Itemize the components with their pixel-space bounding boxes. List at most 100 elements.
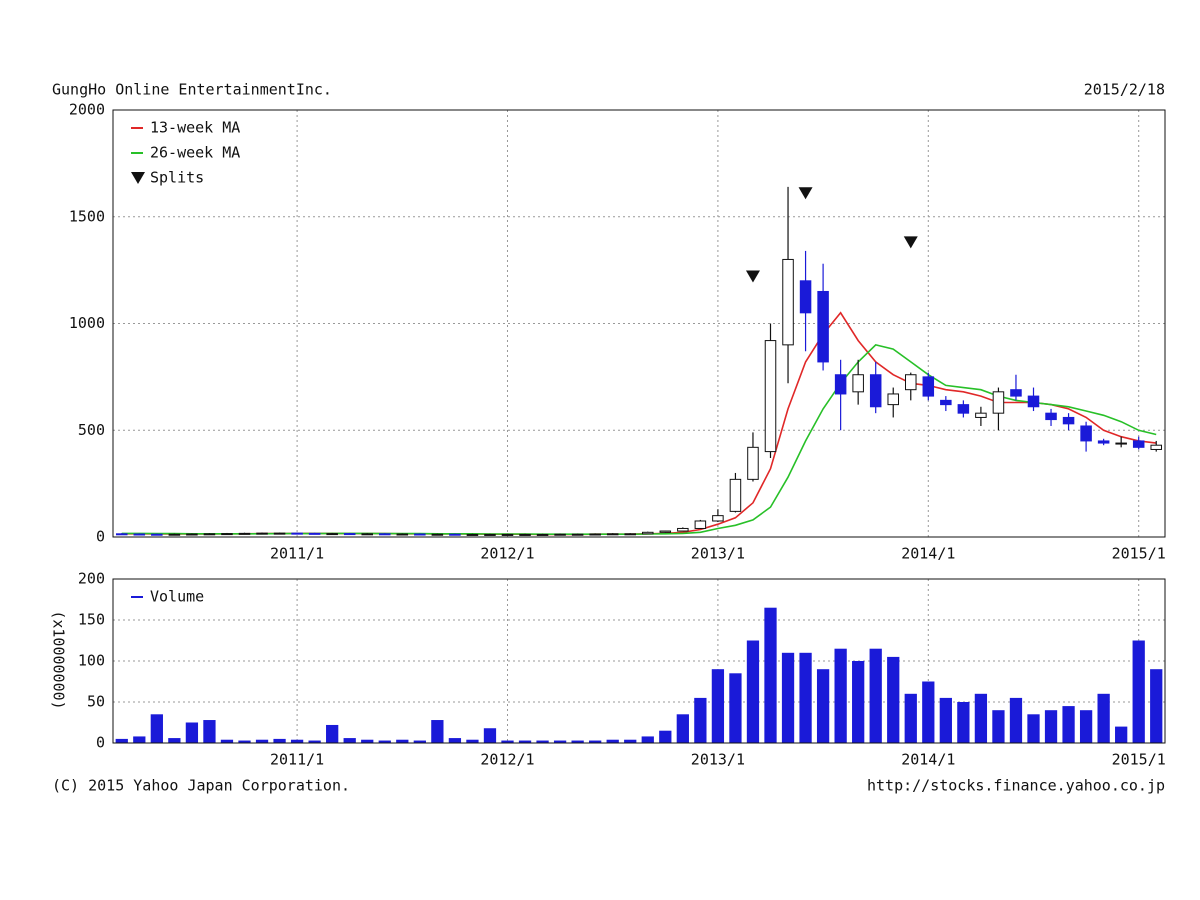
candle-body [116,533,128,536]
x-tick-label: 2013/1 [691,545,745,563]
volume-bar [799,652,812,743]
chart-title: GungHo Online EntertainmentInc. [52,81,332,99]
volume-bar [273,738,286,743]
candle-body [905,374,917,391]
volume-bar [326,724,339,743]
volume-bar [553,740,567,743]
candle-body [1027,395,1040,408]
x-tick-label: 2015/1 [1112,751,1166,769]
volume-bar [834,648,847,743]
candle-body [203,533,216,536]
volume-bar [781,652,795,743]
y-tick-label: 100 [78,652,105,670]
candle-body [729,478,742,512]
volume-bar [606,739,619,743]
plot-frame [112,578,1166,744]
candle-body [975,412,987,418]
volume-bar [764,607,777,743]
volume-bar [887,656,900,743]
volume-bar [483,728,497,743]
volume-bar [869,648,882,743]
volume-bar [378,740,391,743]
candle-body [168,533,181,536]
x-tick-label: 2011/1 [270,545,324,563]
volume-bar [536,740,549,743]
volume-bar [571,740,584,743]
volume-bar [1044,710,1058,743]
volume-bar [361,739,374,743]
candle-body [1150,444,1162,450]
candle-body [133,533,146,536]
volume-bar [992,710,1005,743]
candle-body [466,533,479,536]
candle-body [308,532,321,535]
source-url: http://stocks.finance.yahoo.co.jp [867,777,1165,795]
volume-bar [185,722,199,743]
volume-bar [308,740,321,743]
volume-bar [238,740,251,743]
copyright: (C) 2015 Yahoo Japan Corporation. [52,777,350,795]
volume-bar [220,739,234,743]
candle-body [677,527,689,532]
candle-body [151,533,163,536]
candle-body [361,533,373,536]
candle-body [957,404,970,414]
candle-body [1097,440,1110,444]
volume-bar [694,697,707,743]
y-tick-label: 0 [96,734,105,752]
split-marker [798,187,813,200]
candle-body [694,520,707,529]
candle-body [642,531,654,535]
volume-bar [641,736,654,743]
candle-body [414,533,426,536]
candle-body [589,533,601,536]
volume-bar [1115,726,1128,743]
volume-bar [501,740,514,743]
candle-body [554,533,566,536]
candle-body [256,532,268,535]
volume-bar [816,669,830,743]
candle-body [238,532,251,535]
ma-line [121,311,1157,536]
volume-bar [711,669,725,743]
y-tick-label: 50 [87,693,105,711]
legend-label: Splits [150,169,204,187]
candle-body [712,515,724,522]
candle-body [869,374,882,408]
candle-body [431,533,444,536]
x-tick-label: 2012/1 [480,545,534,563]
candle-body [1115,442,1127,445]
candle-body [817,290,829,363]
candle-body [992,391,1005,414]
legend-label: 13-week MA [150,119,240,137]
volume-bar [290,739,304,743]
candle-body [624,533,636,536]
candle-body [1045,412,1057,421]
candle-body [536,533,549,536]
volume-bar [1132,640,1145,743]
volume-bar [624,739,637,743]
volume-bar [904,693,917,743]
x-tick-label: 2015/1 [1112,545,1166,563]
y-tick-label: 200 [78,570,105,588]
y-tick-label: 2000 [69,101,105,119]
volume-bar [431,720,444,743]
volume-bar [133,736,146,743]
candle-body [1080,425,1092,442]
x-tick-label: 2012/1 [480,751,534,769]
volume-bar [974,693,988,743]
candle-body [834,374,847,395]
candle-body [922,376,935,397]
volume-bar [203,720,216,743]
volume-bar [396,739,409,743]
split-marker [745,270,760,283]
y-tick-label: 500 [78,421,105,439]
volume-bar [922,681,935,743]
candle-body [1132,440,1145,448]
volume-bar [957,702,970,743]
volume-bar [1079,710,1093,743]
x-tick-label: 2013/1 [691,751,745,769]
volume-bar [448,738,462,743]
candle-body [343,533,356,536]
candle-body [606,533,619,536]
